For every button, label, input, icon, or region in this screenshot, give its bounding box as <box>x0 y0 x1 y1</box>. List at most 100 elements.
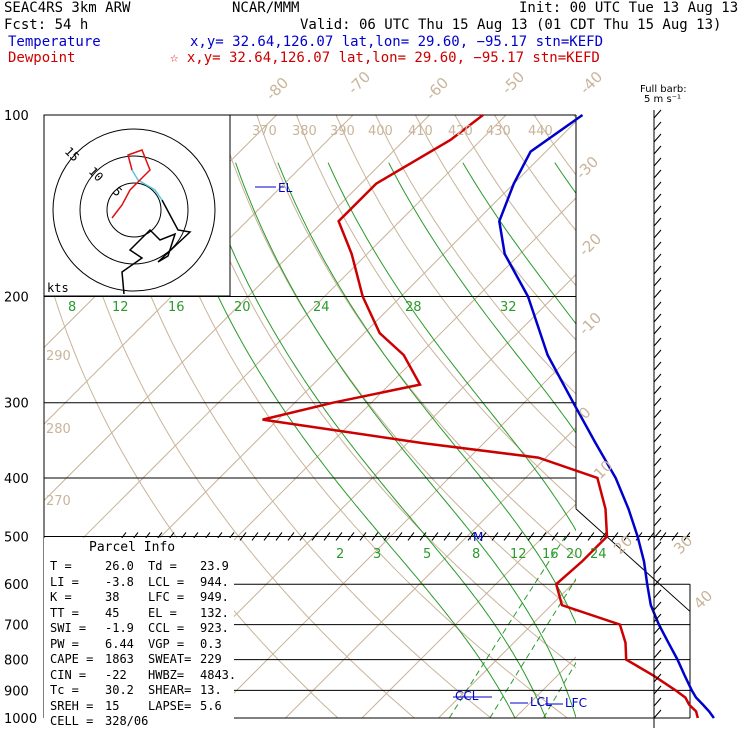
mixing-ratio-label: 8 <box>472 547 480 562</box>
hatch-mark <box>659 532 667 541</box>
wind-barb <box>653 253 662 263</box>
parcel-info-cell: T = <box>50 559 72 573</box>
wind-barb <box>653 577 662 587</box>
dewpoint-location: ☆ x,y= 32.64,126.07 lat,lon= 29.60, −95.… <box>170 50 600 66</box>
hatch-mark <box>671 532 679 541</box>
moist-adiabat <box>277 162 576 625</box>
parcel-info-cell: Tc = <box>50 683 79 697</box>
wind-barb <box>653 265 662 275</box>
parcel-info-cell: LCL = <box>148 574 185 589</box>
temperature-location: x,y= 32.64,126.07 lat,lon= 29.60, −95.17… <box>190 34 604 50</box>
parcel-info-cell: SWEAT= <box>148 652 192 666</box>
marker-label: LFC <box>565 696 587 710</box>
sounding-series: EL M CCL LCL LFC <box>255 113 715 719</box>
moist-adiabat <box>388 162 576 434</box>
theta-label: 410 <box>408 124 433 139</box>
parcel-info-cell: TT = <box>50 605 79 620</box>
wind-barb <box>653 613 662 623</box>
parcel-info-cell: K = <box>50 590 72 604</box>
parcel-info-cell: CELL = <box>50 714 94 728</box>
theta-label: 390 <box>330 124 355 139</box>
parcel-info-cell: SHEAR= <box>148 683 192 697</box>
pressure-label: 1000 <box>4 712 37 727</box>
hatch-mark <box>467 532 475 541</box>
parcel-info-cell: CAPE = <box>50 652 94 666</box>
moist-adiabat <box>235 162 576 718</box>
pressure-label: 400 <box>4 472 29 487</box>
hatch-mark <box>275 532 283 541</box>
hodograph-ring <box>52 128 216 292</box>
parcel-info-row: K = 38 LFC = 949. <box>50 590 230 605</box>
parcel-info-cell: 328/06 <box>105 714 149 728</box>
wind-barb <box>653 601 662 611</box>
pressure-label: 600 <box>4 578 29 593</box>
dry-adiabat <box>97 115 492 718</box>
marker-label: M <box>473 530 483 544</box>
moist-adiabat-label: 16 <box>168 300 185 315</box>
theta-label: 430 <box>486 124 511 139</box>
wind-barb <box>653 469 662 479</box>
parcel-info-cell: -22 <box>105 667 127 682</box>
parcel-info-cell: 132. <box>200 605 229 620</box>
wind-barb <box>653 421 662 431</box>
wind-barb <box>653 649 662 659</box>
hatch-mark <box>599 532 607 541</box>
hatch-mark <box>587 532 595 541</box>
parcel-info-cell: 45 <box>105 605 120 620</box>
parcel-info-cell: EL = <box>148 605 177 620</box>
wind-barb <box>653 373 662 383</box>
parcel-info-row: CAPE = 1863 SWEAT= 229 <box>50 652 230 667</box>
parcel-info-row: T = 26.0 Td = 23.9 <box>50 559 230 574</box>
marker-label: LCL <box>530 695 552 709</box>
init-time: Init: 00 UTC Tue 13 Aug 13 <box>519 0 739 16</box>
wind-barb <box>653 409 662 419</box>
isotherm-line <box>44 115 430 502</box>
mixing-ratio-label: 5 <box>423 547 431 562</box>
wind-barb <box>653 325 662 335</box>
parcel-info-cell: CCL = <box>148 621 185 635</box>
parcel-info-cell: 5.6 <box>200 698 222 713</box>
wind-barb <box>653 697 662 707</box>
mixing-ratio-label: 2 <box>336 547 344 562</box>
wind-barb <box>653 673 662 683</box>
parcel-info-cell: 949. <box>200 590 229 604</box>
dry-adiabat <box>295 115 576 504</box>
wind-barb <box>653 397 662 407</box>
pressure-label: 800 <box>4 654 29 669</box>
hatch-mark <box>263 532 271 541</box>
wind-barbs <box>653 109 662 728</box>
parcel-info-cell: -3.8 <box>105 574 134 589</box>
hatch-mark <box>299 532 307 541</box>
moist-adiabat <box>198 162 547 718</box>
hatch-mark <box>527 532 535 541</box>
mixing-ratio-label: 24 <box>590 547 607 562</box>
parcel-info-cell: 229 <box>200 652 222 666</box>
moist-adiabat-label: 24 <box>313 300 330 315</box>
dry-adiabat <box>137 115 568 718</box>
hatch-mark <box>611 532 619 541</box>
wind-barb <box>653 433 662 443</box>
hatch-mark <box>371 532 379 541</box>
wind-barb <box>653 337 662 347</box>
theta-label: 400 <box>368 124 393 139</box>
marker-label: CCL <box>455 689 479 703</box>
wind-barb <box>653 349 662 359</box>
dewpoint-legend: Dewpoint <box>8 50 76 66</box>
hodograph-frame <box>43 114 231 297</box>
hodograph-units: kts <box>47 281 69 295</box>
parcel-info-cell: 30.2 <box>105 683 134 697</box>
wind-barb <box>653 685 662 695</box>
hodograph-trace-high <box>111 149 151 219</box>
wind-barb <box>653 361 662 371</box>
moist-adiabat-label: 20 <box>234 300 251 315</box>
wind-barb <box>653 493 662 503</box>
hodograph-trace-low <box>121 199 192 295</box>
mixing-ratio-label: 20 <box>566 547 583 562</box>
parcel-info-cell: 13. <box>200 683 222 697</box>
wind-barb <box>653 301 662 311</box>
wind-barb <box>653 157 662 167</box>
wind-barb <box>653 109 662 119</box>
hatch-mark <box>407 532 415 541</box>
parcel-info-cell: 1863 <box>105 652 134 666</box>
wind-barb <box>653 289 662 299</box>
